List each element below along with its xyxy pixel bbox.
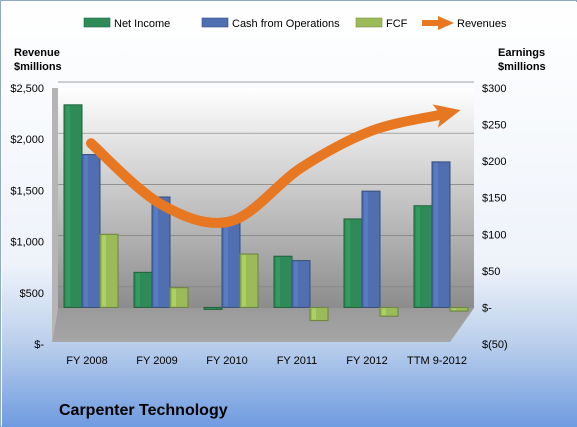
bar-fcf [239,253,259,308]
bar-highlight [66,105,70,307]
right-tick-label: $200 [482,156,506,168]
x-tick-label: FY 2010 [206,355,247,367]
x-axis-labels: FY 2008 FY 2009 FY 2010 FY 2011 FY 2012 TTM 9… [66,355,467,367]
left-tick-label: $- [34,339,44,351]
legend-swatch-cash-from-operations [201,17,229,28]
bar-cash-from-operations [361,190,381,308]
legend-label-net-income: Net Income [114,18,170,30]
bar-highlight [136,273,140,307]
left-axis-title-line1: Revenue [14,47,60,59]
bar-highlight [84,155,88,307]
legend-swatch-net-income [83,17,111,28]
bar-highlight [312,308,316,320]
right-tick-label: $(50) [482,339,508,351]
bar-highlight [154,197,158,307]
x-tick-label: FY 2011 [277,355,318,367]
bar-fcf [449,306,469,312]
right-axis-ticks: $(50) $- $50 $100 $150 $200 $250 $300 [482,83,508,351]
revenue-series [86,104,461,228]
left-tick-label: $2,500 [10,83,44,95]
bar-net-income [203,306,223,310]
bar-cash-from-operations [81,154,101,308]
x-tick-label: TTM 9-2012 [407,355,467,367]
bar-highlight [276,257,280,307]
legend-label-cash-from-operations: Cash from Operations [232,18,340,30]
right-tick-label: $50 [482,266,500,278]
plot-floor [52,308,474,342]
right-axis-title-line2: $millions [498,61,546,73]
right-tick-label: $- [482,302,492,314]
plot-side-wall [52,88,58,342]
bar-highlight [382,308,386,316]
bar-highlight [452,308,456,311]
bar-highlight [102,235,106,307]
x-tick-label: FY 2009 [136,355,177,367]
bar-cash-from-operations [291,260,311,308]
bar-cash-from-operations [151,196,171,308]
right-tick-label: $100 [482,229,506,241]
bar-highlight [242,255,246,307]
right-tick-label: $300 [482,83,506,95]
left-axis-ticks: $- $500 $1,000 $1,500 $2,000 $2,500 [10,83,44,351]
bar-fcf [379,306,399,317]
bar-highlight [346,219,350,307]
bar-fcf [169,287,189,308]
left-tick-label: $1,000 [10,237,44,249]
left-tick-label: $1,500 [10,185,44,197]
x-tick-label: FY 2012 [346,355,387,367]
bar-fcf [309,306,329,322]
bars [63,104,469,322]
right-tick-label: $250 [482,120,506,132]
bar-highlight [224,219,228,307]
legend-label-revenues: Revenues [457,18,507,30]
legend-label-fcf: FCF [386,18,408,30]
legend-swatch-fcf [355,17,383,28]
left-tick-label: $500 [20,288,44,300]
x-tick-label: FY 2008 [66,355,107,367]
left-tick-label: $2,000 [10,134,44,146]
bar-fcf [99,233,119,308]
company-name: Carpenter Technology [59,402,228,419]
legend: Net Income Cash from Operations FCF Reve… [83,16,507,30]
right-axis-title-line1: Earnings [498,47,545,59]
bar-highlight [416,206,420,307]
legend-arrowhead-revenues [438,16,454,30]
bar-highlight [172,288,176,307]
bar-highlight [434,162,438,307]
bar-highlight [364,192,368,307]
right-tick-label: $150 [482,193,506,205]
bar-highlight [294,261,298,307]
revenue-line [86,104,461,228]
bar-cash-from-operations [431,161,451,308]
left-axis-title-line2: $millions [14,61,62,73]
